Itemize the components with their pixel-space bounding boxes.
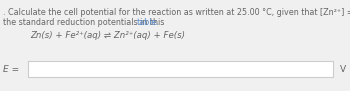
Text: . Calculate the cell potential for the reaction as written at 25.00 °C, given th: . Calculate the cell potential for the r… — [3, 8, 350, 17]
Text: table.: table. — [136, 18, 160, 27]
Text: V: V — [340, 65, 346, 74]
Text: the standard reduction potentials in this: the standard reduction potentials in thi… — [3, 18, 167, 27]
Text: E =: E = — [3, 65, 19, 74]
Text: Zn(s) + Fe²⁺(aq) ⇌ Zn²⁺(aq) + Fe(s): Zn(s) + Fe²⁺(aq) ⇌ Zn²⁺(aq) + Fe(s) — [30, 31, 185, 40]
FancyBboxPatch shape — [28, 61, 333, 77]
